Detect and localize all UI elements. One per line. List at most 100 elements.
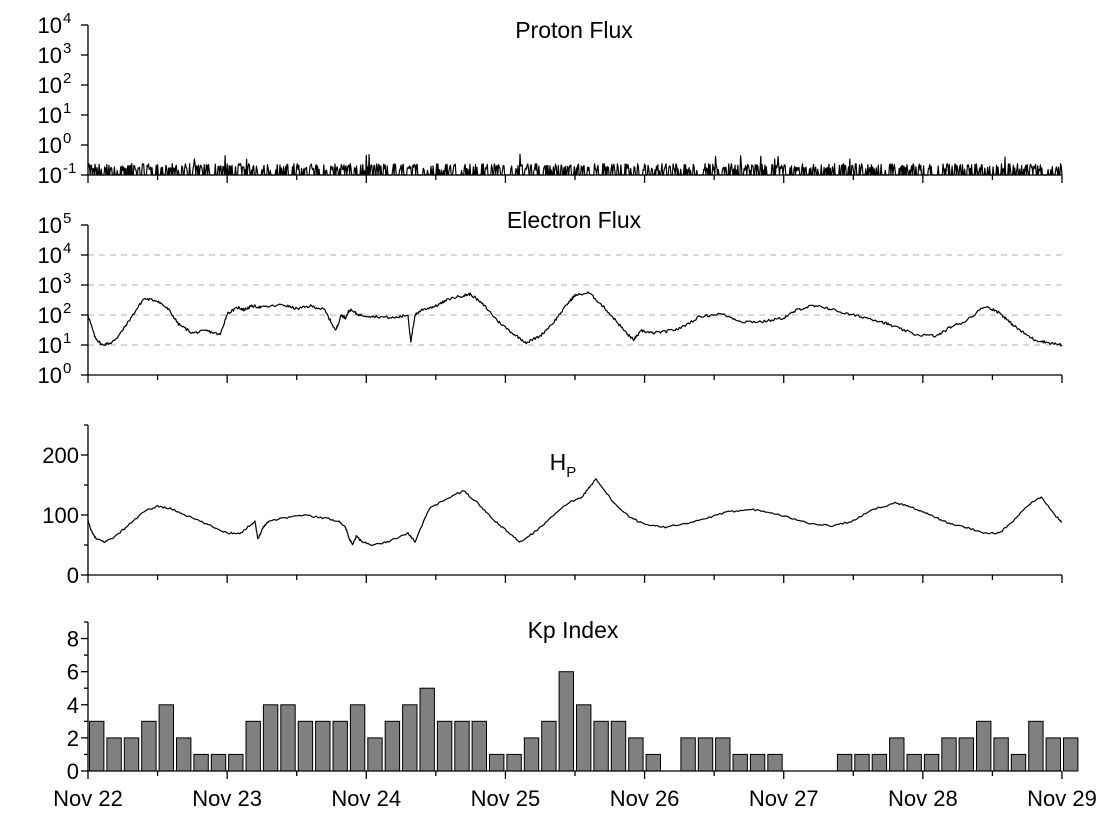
kp-bar	[732, 753, 748, 772]
date-tick-label: Nov 25	[471, 786, 541, 811]
kp-index-panel: Kp Index 0 2 4 6 8	[67, 617, 1079, 784]
hp-panel: HP 0 100 200	[42, 424, 1063, 588]
tick-exponent: 4	[63, 10, 71, 27]
tick-exponent: 3	[63, 40, 71, 57]
kp-bar	[384, 720, 401, 772]
date-tick-label: Nov 23	[192, 786, 262, 811]
kp-bar	[576, 704, 592, 772]
tick-base: 10	[38, 273, 62, 298]
proton-flux-y-tick-label: 101	[38, 100, 72, 128]
tick-base: 10	[38, 303, 62, 328]
kp-bar	[749, 753, 766, 772]
electron-flux-title: Electron Flux	[507, 207, 642, 233]
kp-bar	[1045, 737, 1061, 772]
kp-bar	[993, 737, 1009, 772]
kp-bar	[697, 737, 714, 772]
hp-line	[87, 478, 1063, 547]
proton-flux-y-tick-label: 10-1	[38, 160, 77, 188]
hp-y-tick-label: 200	[42, 443, 79, 468]
kp-bar	[1028, 720, 1044, 772]
kp-bar	[767, 753, 783, 772]
electron-flux-y-tick-label: 100	[38, 360, 72, 388]
kp-bar	[141, 720, 157, 772]
kp-index-y-tick-label: 6	[67, 660, 79, 685]
tick-exponent: 1	[63, 100, 71, 117]
kp-index-y-tick-label: 0	[67, 759, 79, 784]
kp-bar	[228, 753, 244, 772]
kp-bar	[436, 720, 453, 772]
kp-bar	[454, 720, 470, 772]
kp-bar	[89, 720, 105, 772]
kp-bar	[332, 720, 348, 772]
kp-bar	[958, 737, 974, 772]
kp-bar	[262, 704, 279, 772]
tick-exponent: 2	[63, 70, 71, 87]
kp-bar	[645, 753, 661, 772]
kp-bar	[315, 720, 331, 772]
tick-exponent: 4	[63, 240, 71, 257]
date-axis-labels: Nov 22 Nov 23 Nov 24 Nov 25 Nov 26 Nov 27 Nov …	[53, 786, 1097, 811]
tick-exponent: 0	[63, 130, 71, 147]
kp-bar	[471, 720, 488, 772]
kp-index-y-tick-label: 2	[67, 726, 79, 751]
kp-bar	[245, 720, 261, 772]
electron-flux-y-tick-label: 103	[38, 270, 72, 298]
tick-exponent: 2	[63, 300, 71, 317]
kp-bar	[176, 737, 192, 772]
electron-flux-y-tick-label: 102	[38, 300, 72, 328]
hp-title-subscript: P	[566, 464, 576, 481]
tick-exponent: -1	[63, 160, 76, 177]
kp-bar	[871, 753, 888, 772]
date-tick-label: Nov 24	[331, 786, 401, 811]
hp-y-axis: 0 100 200	[42, 424, 88, 588]
tick-base: 10	[38, 73, 62, 98]
kp-index-y-axis: 0 2 4 6 8	[67, 621, 88, 784]
kp-index-y-tick-label: 8	[67, 627, 79, 652]
kp-bar	[123, 737, 140, 772]
hp-title-main: H	[550, 449, 567, 475]
date-tick-label: Nov 29	[1027, 786, 1097, 811]
electron-flux-y-tick-label: 104	[38, 240, 72, 268]
kp-bar	[715, 737, 731, 772]
kp-index-title: Kp Index	[528, 617, 619, 643]
kp-bar	[297, 720, 314, 772]
date-tick-label: Nov 27	[749, 786, 819, 811]
kp-bar	[402, 704, 418, 772]
kp-bar	[941, 737, 957, 772]
proton-flux-x-ticks	[87, 175, 1063, 183]
electron-flux-y-tick-label: 105	[38, 210, 72, 238]
tick-base: 10	[38, 213, 62, 238]
tick-base: 10	[38, 43, 62, 68]
hp-y-tick-label: 100	[42, 503, 79, 528]
kp-bar	[210, 753, 227, 772]
tick-base: 10	[38, 363, 62, 388]
kp-bar	[593, 720, 609, 772]
kp-bar	[1063, 737, 1079, 772]
kp-index-x-ticks	[87, 771, 1063, 779]
kp-bar	[419, 687, 435, 772]
electron-flux-line	[87, 291, 1063, 347]
kp-bar	[558, 671, 574, 772]
tick-exponent: 1	[63, 330, 71, 347]
kp-bar	[1010, 753, 1027, 772]
electron-flux-x-ticks	[87, 375, 1063, 383]
kp-bar	[906, 753, 922, 772]
tick-base: 10	[38, 163, 62, 188]
hp-x-ticks	[87, 575, 1063, 583]
tick-base: 10	[38, 133, 62, 158]
proton-flux-y-tick-label: 104	[38, 10, 72, 38]
electron-flux-gridlines	[88, 254, 1062, 346]
proton-flux-y-tick-label: 100	[38, 130, 72, 158]
proton-flux-y-tick-label: 102	[38, 70, 72, 98]
proton-flux-title: Proton Flux	[515, 17, 633, 43]
hp-y-tick-label: 0	[67, 563, 79, 588]
kp-bar	[158, 704, 175, 772]
electron-flux-y-tick-label: 101	[38, 330, 72, 358]
kp-bar	[106, 737, 122, 772]
date-tick-label: Nov 28	[888, 786, 958, 811]
